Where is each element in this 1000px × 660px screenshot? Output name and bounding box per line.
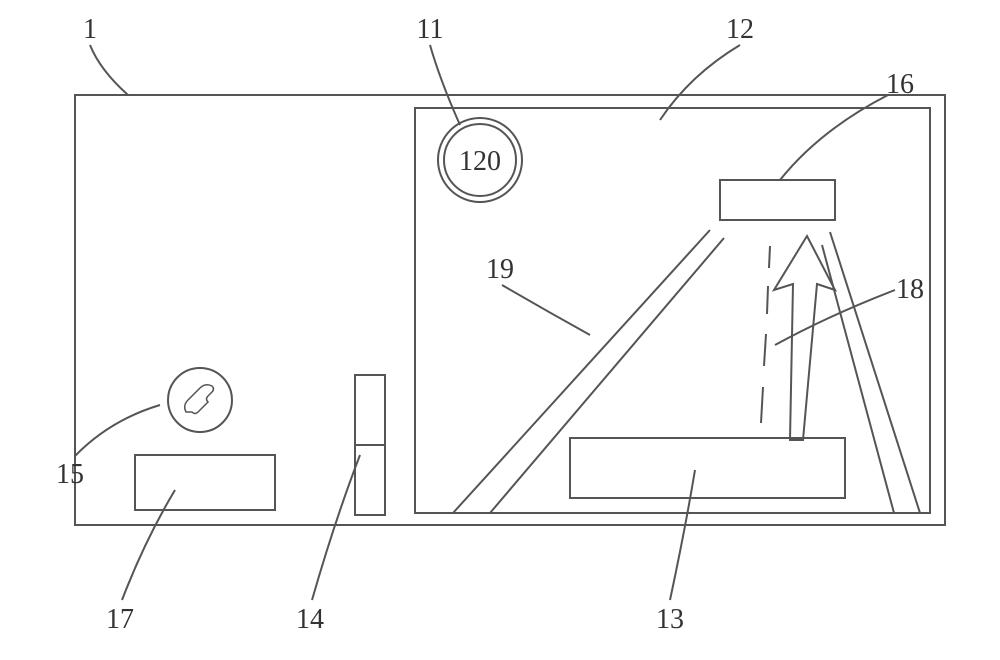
label-1: 1 (83, 14, 97, 46)
bottom-box (570, 438, 845, 498)
phone-icon (185, 385, 214, 414)
leader-19 (502, 285, 590, 335)
label-17: 17 (106, 604, 134, 636)
leader-15 (75, 405, 160, 456)
label-15: 15 (56, 459, 84, 491)
schematic-svg: 120 (0, 0, 1000, 660)
target-box (720, 180, 835, 220)
label-18: 18 (896, 274, 924, 306)
leader-17 (122, 490, 175, 600)
label-19: 19 (486, 254, 514, 286)
leader-13 (670, 470, 695, 600)
phone-circle (168, 368, 232, 432)
label-16: 16 (886, 69, 914, 101)
slider-top (355, 375, 385, 445)
diagram-canvas: 120 1 11 12 16 18 19 15 17 14 13 (0, 0, 1000, 660)
arrow-shape (774, 236, 835, 440)
gauge-value: 120 (459, 146, 501, 177)
lane-dashes (761, 246, 770, 423)
road-edge-inner-left (490, 238, 724, 513)
leader-1 (90, 45, 128, 95)
label-12: 12 (726, 14, 754, 46)
label-11: 11 (417, 14, 444, 46)
label-13: 13 (656, 604, 684, 636)
leader-11 (430, 45, 460, 125)
left-small-box (135, 455, 275, 510)
leader-14 (312, 455, 360, 600)
label-14: 14 (296, 604, 324, 636)
